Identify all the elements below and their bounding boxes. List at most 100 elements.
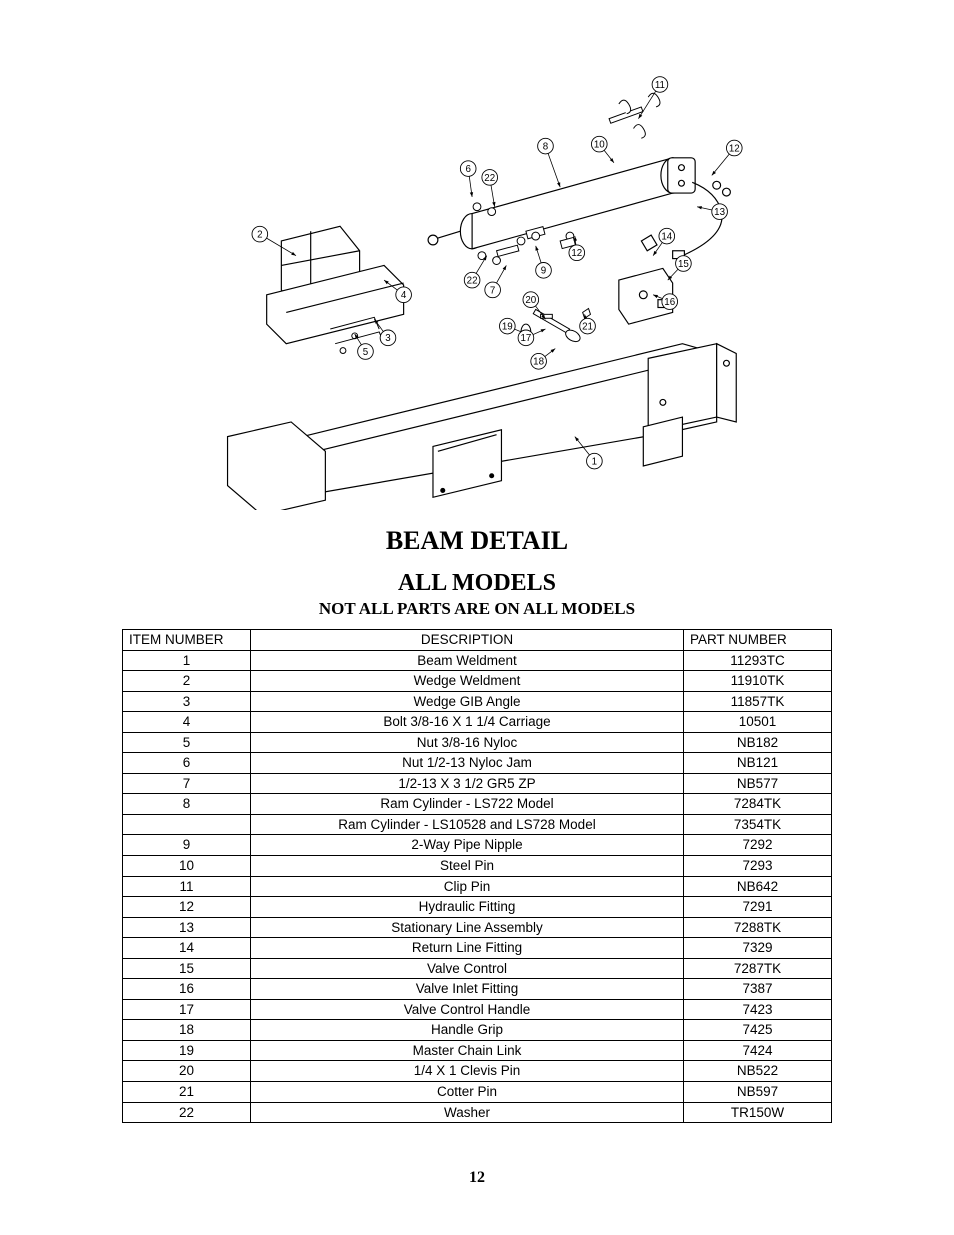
cell-desc: Stationary Line Assembly: [251, 917, 684, 938]
callout-number: 6: [465, 164, 470, 175]
table-row: 11Clip PinNB642: [123, 876, 832, 897]
cell-item: 1: [123, 650, 251, 671]
cell-desc: Beam Weldment: [251, 650, 684, 671]
cell-item: 6: [123, 753, 251, 774]
table-row: 1Beam Weldment11293TC: [123, 650, 832, 671]
table-row: 19Master Chain Link7424: [123, 1040, 832, 1061]
callout-arrow: [492, 202, 495, 207]
title-block: BEAM DETAIL ALL MODELS NOT ALL PARTS ARE…: [319, 520, 635, 625]
callout-arrow: [638, 114, 642, 119]
cell-item: 19: [123, 1040, 251, 1061]
callout-number: 15: [678, 259, 689, 270]
cell-item: 15: [123, 958, 251, 979]
cell-item: 13: [123, 917, 251, 938]
callout-number: 3: [385, 333, 390, 344]
title-sub: ALL MODELS: [319, 570, 635, 597]
col-desc: DESCRIPTION: [251, 630, 684, 651]
table-row: 4Bolt 3/8-16 X 1 1/4 Carriage10501: [123, 712, 832, 733]
cell-part: 7284TK: [684, 794, 832, 815]
table-row: 10Steel Pin7293: [123, 856, 832, 877]
cell-desc: Washer: [251, 1102, 684, 1123]
cell-item: 18: [123, 1020, 251, 1041]
cell-desc: Wedge GIB Angle: [251, 691, 684, 712]
cell-part: NB597: [684, 1082, 832, 1103]
table-row: 15Valve Control7287TK: [123, 958, 832, 979]
col-item: ITEM NUMBER: [123, 630, 251, 651]
table-row: 22WasherTR150W: [123, 1102, 832, 1123]
cell-item: 20: [123, 1061, 251, 1082]
cell-item: 5: [123, 732, 251, 753]
cell-part: 7329: [684, 938, 832, 959]
col-part: PART NUMBER: [684, 630, 832, 651]
callout-number: 19: [502, 322, 513, 333]
cell-desc: Ram Cylinder - LS722 Model: [251, 794, 684, 815]
cell-part: 7423: [684, 999, 832, 1020]
callout-number: 22: [484, 173, 495, 184]
cell-item: 8: [123, 794, 251, 815]
cell-item: 12: [123, 897, 251, 918]
cell-desc: Steel Pin: [251, 856, 684, 877]
exploded-diagram: 118101262213214129154227162019211735181: [177, 60, 777, 510]
cell-desc: Valve Inlet Fitting: [251, 979, 684, 1000]
table-row: 13Stationary Line Assembly7288TK: [123, 917, 832, 938]
cell-part: 7354TK: [684, 814, 832, 835]
callout-arrow: [557, 182, 560, 187]
cell-part: 10501: [684, 712, 832, 733]
cell-desc: Ram Cylinder - LS10528 and LS728 Model: [251, 814, 684, 835]
cell-desc: Valve Control: [251, 958, 684, 979]
callout-number: 11: [655, 80, 665, 91]
table-row: 21Cotter PinNB597: [123, 1082, 832, 1103]
cell-part: 7291: [684, 897, 832, 918]
table-row: 2Wedge Weldment11910TK: [123, 671, 832, 692]
table-row: 12Hydraulic Fitting7291: [123, 897, 832, 918]
cell-part: 7287TK: [684, 958, 832, 979]
cell-part: NB642: [684, 876, 832, 897]
table-row: 8Ram Cylinder - LS722 Model7284TK: [123, 794, 832, 815]
cell-item: 10: [123, 856, 251, 877]
callout-number: 1: [592, 457, 597, 468]
cell-item: [123, 814, 251, 835]
cell-desc: Cotter Pin: [251, 1082, 684, 1103]
callout-arrow: [470, 192, 473, 197]
callout-number: 8: [543, 142, 548, 153]
callout-number: 2: [257, 230, 262, 241]
cell-item: 14: [123, 938, 251, 959]
cell-desc: 1/2-13 X 3 1/2 GR5 ZP: [251, 773, 684, 794]
table-row: 3Wedge GIB Angle11857TK: [123, 691, 832, 712]
callout-number: 12: [571, 248, 582, 259]
callout-number: 5: [363, 347, 369, 358]
callout-number: 17: [520, 333, 531, 344]
cell-part: 7292: [684, 835, 832, 856]
cell-desc: Bolt 3/8-16 X 1 1/4 Carriage: [251, 712, 684, 733]
cell-desc: 1/4 X 1 Clevis Pin: [251, 1061, 684, 1082]
callout-arrow: [503, 265, 507, 270]
cell-part: 11857TK: [684, 691, 832, 712]
page-number: 12: [0, 1169, 954, 1187]
callout-number: 4: [401, 290, 407, 301]
cell-part: NB182: [684, 732, 832, 753]
cell-desc: Master Chain Link: [251, 1040, 684, 1061]
table-row: 71/2-13 X 3 1/2 GR5 ZPNB577: [123, 773, 832, 794]
callout-number: 16: [664, 297, 675, 308]
cell-desc: Wedge Weldment: [251, 671, 684, 692]
callout-number: 10: [594, 140, 605, 151]
cell-desc: Return Line Fitting: [251, 938, 684, 959]
cell-part: 7293: [684, 856, 832, 877]
parts-table-head: ITEM NUMBER DESCRIPTION PART NUMBER: [123, 630, 832, 651]
table-row: 5Nut 3/8-16 NylocNB182: [123, 732, 832, 753]
table-row: 92-Way Pipe Nipple7292: [123, 835, 832, 856]
cell-part: 11293TC: [684, 650, 832, 671]
title-note: NOT ALL PARTS ARE ON ALL MODELS: [319, 599, 635, 619]
cell-item: 22: [123, 1102, 251, 1123]
cell-part: 11910TK: [684, 671, 832, 692]
callout-number: 21: [582, 322, 593, 333]
cell-part: 7288TK: [684, 917, 832, 938]
cell-item: 17: [123, 999, 251, 1020]
title-main: BEAM DETAIL: [319, 526, 635, 556]
callout-number: 7: [490, 285, 495, 296]
cell-desc: Clip Pin: [251, 876, 684, 897]
cell-item: 3: [123, 691, 251, 712]
cell-desc: Nut 3/8-16 Nyloc: [251, 732, 684, 753]
table-row: 18Handle Grip7425: [123, 1020, 832, 1041]
table-row: 14Return Line Fitting7329: [123, 938, 832, 959]
